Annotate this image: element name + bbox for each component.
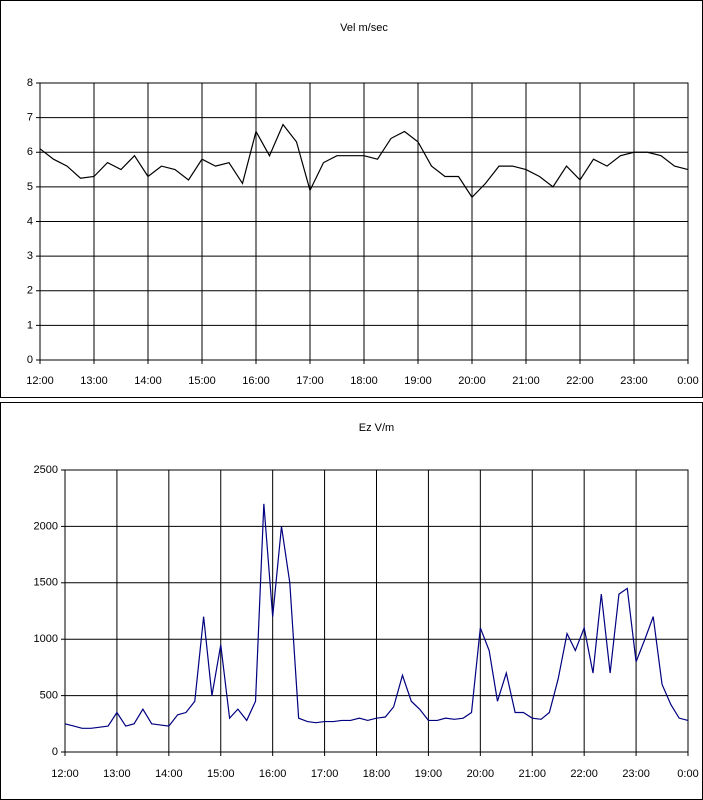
y-tick-label: 1000 — [34, 633, 58, 645]
x-tick-label: 22:00 — [566, 375, 594, 387]
y-tick-label: 1500 — [34, 577, 58, 589]
chart-title: Ez V/m — [359, 422, 394, 434]
plot-border — [64, 469, 689, 753]
x-tick-label: 20:00 — [467, 768, 495, 780]
y-tick-label: 7 — [27, 112, 33, 124]
x-tick-label: 0:00 — [677, 375, 698, 387]
plot-border — [39, 82, 689, 361]
x-tick-label: 21:00 — [512, 375, 540, 387]
y-tick-label: 1 — [27, 319, 33, 331]
x-tick-label: 0:00 — [677, 768, 698, 780]
x-tick-label: 13:00 — [103, 768, 131, 780]
chart-frame — [0, 402, 703, 800]
x-tick-label: 13:00 — [80, 375, 108, 387]
y-tick-label: 8 — [27, 77, 33, 89]
x-tick-label: 21:00 — [518, 768, 546, 780]
y-tick-label: 2000 — [34, 520, 58, 532]
chart-title: Vel m/sec — [340, 22, 388, 34]
x-tick-label: 12:00 — [51, 768, 79, 780]
x-tick-label: 20:00 — [458, 375, 486, 387]
y-tick-label: 500 — [40, 690, 58, 702]
x-tick-label: 18:00 — [350, 375, 378, 387]
x-tick-label: 16:00 — [259, 768, 287, 780]
x-tick-label: 12:00 — [26, 375, 54, 387]
y-tick-label: 4 — [27, 215, 33, 227]
y-tick-label: 3 — [27, 250, 33, 262]
y-tick-label: 2 — [27, 285, 33, 297]
x-tick-label: 16:00 — [242, 375, 270, 387]
x-tick-label: 23:00 — [620, 375, 648, 387]
y-tick-label: 0 — [27, 354, 33, 366]
y-tick-label: 6 — [27, 146, 33, 158]
x-tick-label: 23:00 — [622, 768, 650, 780]
data-line — [39, 123, 689, 199]
x-tick-label: 15:00 — [188, 375, 216, 387]
y-tick-label: 0 — [52, 746, 58, 758]
x-tick-label: 22:00 — [570, 768, 598, 780]
x-tick-label: 19:00 — [415, 768, 443, 780]
data-line — [64, 503, 689, 729]
x-tick-label: 19:00 — [404, 375, 432, 387]
chart-frame — [0, 0, 703, 398]
x-tick-label: 14:00 — [134, 375, 162, 387]
x-tick-label: 17:00 — [296, 375, 324, 387]
y-tick-label: 2500 — [34, 464, 58, 476]
x-tick-label: 14:00 — [155, 768, 183, 780]
x-tick-label: 18:00 — [363, 768, 391, 780]
x-tick-label: 17:00 — [311, 768, 339, 780]
y-tick-label: 5 — [27, 181, 33, 193]
x-tick-label: 15:00 — [207, 768, 235, 780]
